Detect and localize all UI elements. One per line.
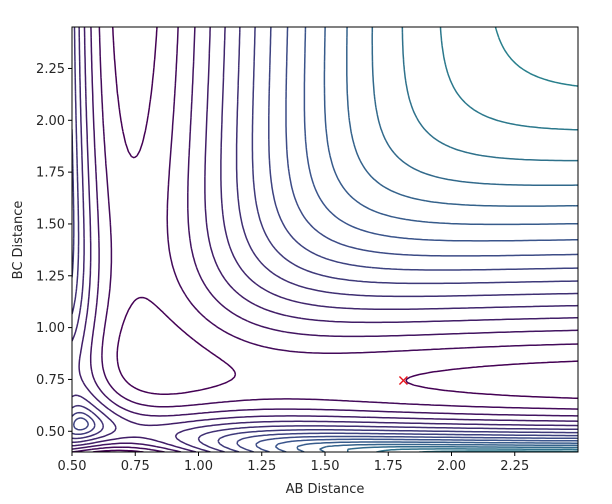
y-tick-label: 0.75 <box>36 373 65 388</box>
y-tick-label: 1.50 <box>36 217 65 232</box>
x-tick-label: 1.00 <box>184 459 213 474</box>
minimum-marker <box>398 375 408 385</box>
contour-line <box>72 27 578 452</box>
y-tick-label: 1.25 <box>36 269 65 284</box>
contour-line <box>346 27 578 452</box>
x-tick-label: 0.75 <box>121 459 150 474</box>
x-axis-label: AB Distance <box>286 482 365 497</box>
x-marker <box>398 375 408 385</box>
contour-line <box>494 27 578 87</box>
x-tick-label: 1.50 <box>311 459 340 474</box>
contour-line <box>72 27 578 452</box>
contour-line <box>72 27 578 452</box>
contour-line <box>92 27 578 452</box>
y-tick-label: 2.00 <box>36 114 65 129</box>
y-tick-label: 1.00 <box>36 321 65 336</box>
contour-line <box>255 27 578 452</box>
x-tick-label: 2.00 <box>437 459 466 474</box>
x-tick-label: 1.25 <box>247 459 276 474</box>
contour-line <box>319 27 578 452</box>
y-tick-label: 2.25 <box>36 62 65 77</box>
x-tick-label: 0.50 <box>58 459 87 474</box>
x-tick-label: 1.75 <box>374 459 403 474</box>
x-axis-ticks: 0.50 0.75 1.00 1.25 1.50 1.75 2.00 2.25 <box>58 452 529 474</box>
contour-line <box>419 27 578 452</box>
contour-line <box>72 27 578 452</box>
x-tick-label: 2.25 <box>500 459 529 474</box>
contour-line <box>72 27 578 452</box>
contour-line <box>296 27 578 452</box>
plot-area <box>72 27 578 452</box>
y-axis-label: BC Distance <box>11 201 26 280</box>
contour-line <box>274 27 578 452</box>
y-axis-ticks: 0.50 0.75 1.00 1.25 1.50 1.75 2.00 2.25 <box>36 62 72 440</box>
y-tick-label: 1.75 <box>36 166 65 181</box>
y-tick-label: 0.50 <box>36 425 65 440</box>
